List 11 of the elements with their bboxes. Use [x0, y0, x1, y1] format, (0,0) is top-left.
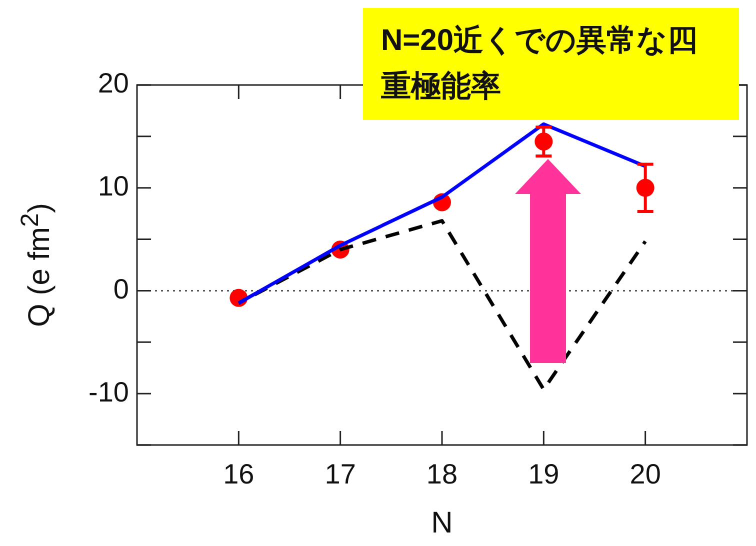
- y-tick-label: 10: [98, 170, 129, 202]
- x-tick-label: 19: [528, 458, 560, 490]
- chart-title: N=20近くでの異常な四重極能率: [381, 23, 699, 105]
- y-tick-label: 20: [98, 68, 129, 99]
- x-tick-label: 18: [426, 458, 458, 490]
- x-axis-title: N: [431, 506, 453, 540]
- y-tick-label: -10: [88, 376, 129, 408]
- x-tick-label: 16: [223, 458, 254, 490]
- x-tick-label: 17: [324, 458, 356, 490]
- y-tick-label: 0: [113, 273, 129, 304]
- x-tick-label: 20: [630, 458, 661, 490]
